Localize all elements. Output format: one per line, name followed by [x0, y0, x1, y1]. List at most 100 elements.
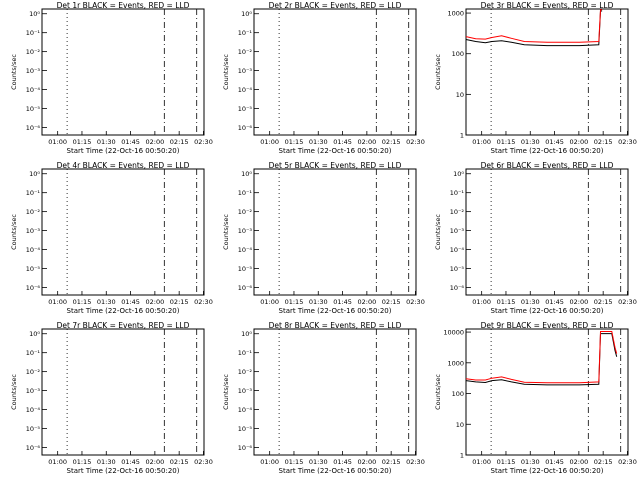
- x-axis-label: Start Time (22-Oct-16 00:50:20): [491, 147, 604, 155]
- x-tick-label: 02:15: [382, 298, 401, 306]
- plot-frame: [465, 8, 629, 136]
- y-tick-label: 10⁻¹: [26, 29, 41, 37]
- x-tick-label: 01:30: [309, 138, 328, 146]
- chart-panel-1: Det 1r BLACK = Events, RED = LLD 01:00 01:…: [10, 1, 213, 155]
- x-axis-label: Start Time (22-Oct-16 00:50:20): [279, 307, 392, 315]
- x-tick-label: 01:30: [97, 298, 116, 306]
- y-tick-label: 10⁰: [241, 330, 252, 338]
- y-tick-label: 1000: [447, 359, 464, 367]
- y-tick-label: 10⁻³: [26, 67, 41, 75]
- x-tick-label: 01:45: [121, 458, 140, 466]
- x-tick-label: 02:15: [594, 138, 613, 146]
- chart-title: Det 9r BLACK = Events, RED = LLD: [481, 321, 614, 330]
- x-tick-label: 01:30: [521, 298, 540, 306]
- chart-title: Det 7r BLACK = Events, RED = LLD: [57, 321, 190, 330]
- x-tick-label: 02:15: [594, 458, 613, 466]
- x-tick-label: 01:15: [497, 298, 516, 306]
- y-tick-label: 10⁻⁵: [238, 425, 253, 433]
- y-tick-label: 1: [460, 452, 464, 460]
- y-tick-label: 10⁻²: [238, 48, 253, 56]
- x-tick-label: 01:15: [73, 458, 92, 466]
- x-tick-label: 02:00: [569, 298, 588, 306]
- x-tick-label: 02:00: [569, 458, 588, 466]
- y-tick-label: 10⁻⁵: [26, 265, 41, 273]
- y-tick-label: 10⁻⁶: [238, 284, 253, 292]
- x-tick-label: 02:15: [382, 138, 401, 146]
- x-tick-label: 01:45: [545, 298, 564, 306]
- x-axis-label: Start Time (22-Oct-16 00:50:20): [67, 307, 180, 315]
- x-tick-label: 01:00: [472, 298, 491, 306]
- x-tick-label: 01:15: [73, 298, 92, 306]
- chart-title: Det 2r BLACK = Events, RED = LLD: [269, 1, 402, 10]
- y-tick-label: 10⁻⁵: [238, 105, 253, 113]
- x-tick-label: 02:00: [145, 298, 164, 306]
- x-tick-label: 01:00: [260, 298, 279, 306]
- x-tick-label: 01:15: [497, 458, 516, 466]
- chart-panel-8: Det 8r BLACK = Events, RED = LLD 01:00 01:…: [222, 321, 425, 475]
- y-tick-label: 10⁻³: [238, 387, 253, 395]
- x-tick-label: 02:15: [170, 458, 189, 466]
- y-axis-label: Counts/sec: [434, 214, 442, 250]
- x-tick-label: 01:45: [121, 298, 140, 306]
- x-tick-label: 01:45: [121, 138, 140, 146]
- plot-frame: [465, 328, 629, 456]
- x-tick-label: 01:30: [97, 138, 116, 146]
- lld-series-line: [465, 331, 618, 384]
- y-tick-label: 10⁻²: [450, 208, 465, 216]
- y-tick-label: 10⁻²: [26, 208, 41, 216]
- y-tick-label: 100: [452, 50, 464, 58]
- plot-frame: [41, 168, 205, 296]
- x-tick-label: 01:45: [333, 458, 352, 466]
- y-tick-label: 10⁻²: [238, 208, 253, 216]
- y-tick-label: 10⁻⁴: [26, 246, 41, 254]
- x-tick-label: 02:00: [145, 458, 164, 466]
- y-tick-label: 10⁻⁶: [26, 444, 41, 452]
- y-tick-label: 10⁻¹: [238, 29, 253, 37]
- x-tick-label: 01:00: [48, 298, 67, 306]
- y-tick-label: 10⁻⁶: [26, 284, 41, 292]
- y-tick-label: 10: [456, 421, 464, 429]
- x-tick-label: 01:30: [521, 458, 540, 466]
- chart-panel-2: Det 2r BLACK = Events, RED = LLD 01:00 01:…: [222, 1, 425, 155]
- chart-panel-5: Det 5r BLACK = Events, RED = LLD 01:00 01:…: [222, 161, 425, 315]
- y-axis-label: Counts/sec: [222, 374, 230, 410]
- chart-panel-7: Det 7r BLACK = Events, RED = LLD 01:00 01:…: [10, 321, 213, 475]
- lld-series-line: [465, 9, 603, 43]
- x-tick-label: 01:30: [97, 458, 116, 466]
- x-tick-label: 01:45: [333, 138, 352, 146]
- x-tick-label: 01:00: [260, 138, 279, 146]
- y-tick-label: 10⁻⁴: [238, 406, 253, 414]
- y-axis-label: Counts/sec: [222, 214, 230, 250]
- x-tick-label: 02:30: [194, 298, 213, 306]
- y-tick-label: 10⁰: [241, 170, 252, 178]
- x-tick-label: 01:30: [309, 298, 328, 306]
- chart-title: Det 4r BLACK = Events, RED = LLD: [57, 161, 190, 170]
- y-tick-label: 10⁻⁶: [26, 124, 41, 132]
- y-tick-label: 10⁻⁶: [450, 284, 465, 292]
- y-tick-label: 10⁻⁴: [238, 246, 253, 254]
- x-tick-label: 02:30: [618, 458, 637, 466]
- x-tick-label: 02:00: [357, 458, 376, 466]
- x-tick-label: 02:30: [406, 138, 425, 146]
- y-tick-label: 10⁻¹: [450, 189, 465, 197]
- x-axis-label: Start Time (22-Oct-16 00:50:20): [279, 467, 392, 475]
- plot-frame: [253, 168, 417, 296]
- x-tick-label: 01:00: [48, 458, 67, 466]
- x-tick-label: 02:00: [357, 138, 376, 146]
- y-tick-label: 10⁻³: [26, 387, 41, 395]
- chart-panel-6: Det 6r BLACK = Events, RED = LLD 01:00 01:…: [434, 161, 637, 315]
- events-series-line: [465, 10, 603, 47]
- events-series-line: [465, 333, 618, 386]
- plot-frame: [41, 328, 205, 456]
- chart-title: Det 1r BLACK = Events, RED = LLD: [57, 1, 190, 10]
- y-tick-label: 10⁰: [241, 10, 252, 18]
- x-tick-label: 02:30: [406, 298, 425, 306]
- x-axis-label: Start Time (22-Oct-16 00:50:20): [67, 467, 180, 475]
- x-tick-label: 02:15: [170, 298, 189, 306]
- chart-panel-4: Det 4r BLACK = Events, RED = LLD 01:00 01:…: [10, 161, 213, 315]
- x-tick-label: 01:15: [497, 138, 516, 146]
- x-tick-label: 02:30: [406, 458, 425, 466]
- x-tick-label: 02:00: [145, 138, 164, 146]
- x-tick-label: 01:15: [73, 138, 92, 146]
- x-axis-label: Start Time (22-Oct-16 00:50:20): [491, 307, 604, 315]
